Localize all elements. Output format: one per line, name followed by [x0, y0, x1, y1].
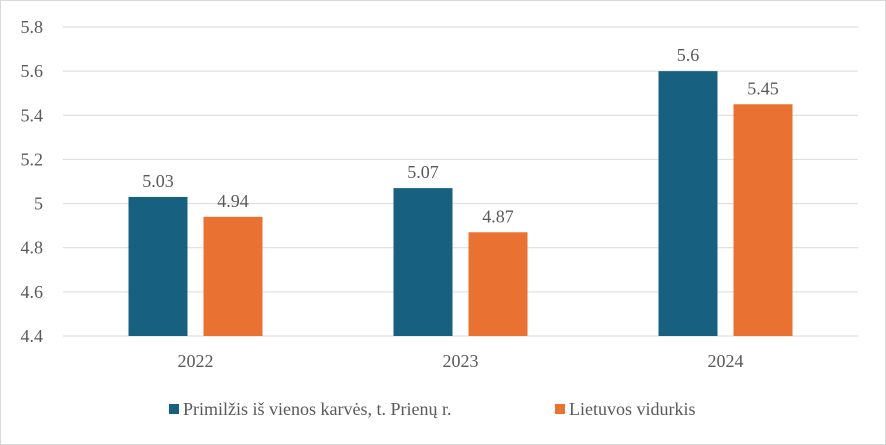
- y-tick-label: 5.8: [21, 17, 44, 37]
- x-tick-label: 2022: [178, 351, 214, 371]
- data-label: 4.87: [482, 206, 514, 226]
- bar-primilzis-2023: [393, 188, 453, 336]
- legend-label: Lietuvos vidurkis: [569, 399, 696, 419]
- bar-lietuvos-2023: [468, 232, 528, 336]
- bar-lietuvos-2024: [733, 104, 793, 336]
- y-tick-label: 5.6: [21, 61, 44, 81]
- bar-lietuvos-2022: [203, 216, 263, 336]
- y-tick-label: 5.2: [21, 149, 44, 169]
- y-tick-label: 4.8: [21, 238, 44, 258]
- legend-swatch: [169, 404, 179, 414]
- legend-label: Primilžis iš vienos karvės, t. Prienų r.: [183, 399, 451, 419]
- y-tick-label: 4.6: [21, 282, 44, 302]
- x-tick-label: 2023: [443, 351, 479, 371]
- data-label: 5.6: [677, 45, 700, 65]
- data-label: 5.07: [407, 162, 439, 182]
- y-tick-label: 5.4: [21, 105, 44, 125]
- y-tick-label: 4.4: [21, 326, 44, 346]
- data-label: 4.94: [217, 191, 249, 211]
- y-tick-label: 5: [34, 194, 43, 214]
- x-tick-label: 2024: [708, 351, 744, 371]
- bar-primilzis-2022: [128, 196, 188, 336]
- bar-primilzis-2024: [658, 71, 718, 337]
- data-label: 5.45: [747, 78, 779, 98]
- data-label: 5.03: [142, 171, 174, 191]
- legend-swatch: [555, 404, 565, 414]
